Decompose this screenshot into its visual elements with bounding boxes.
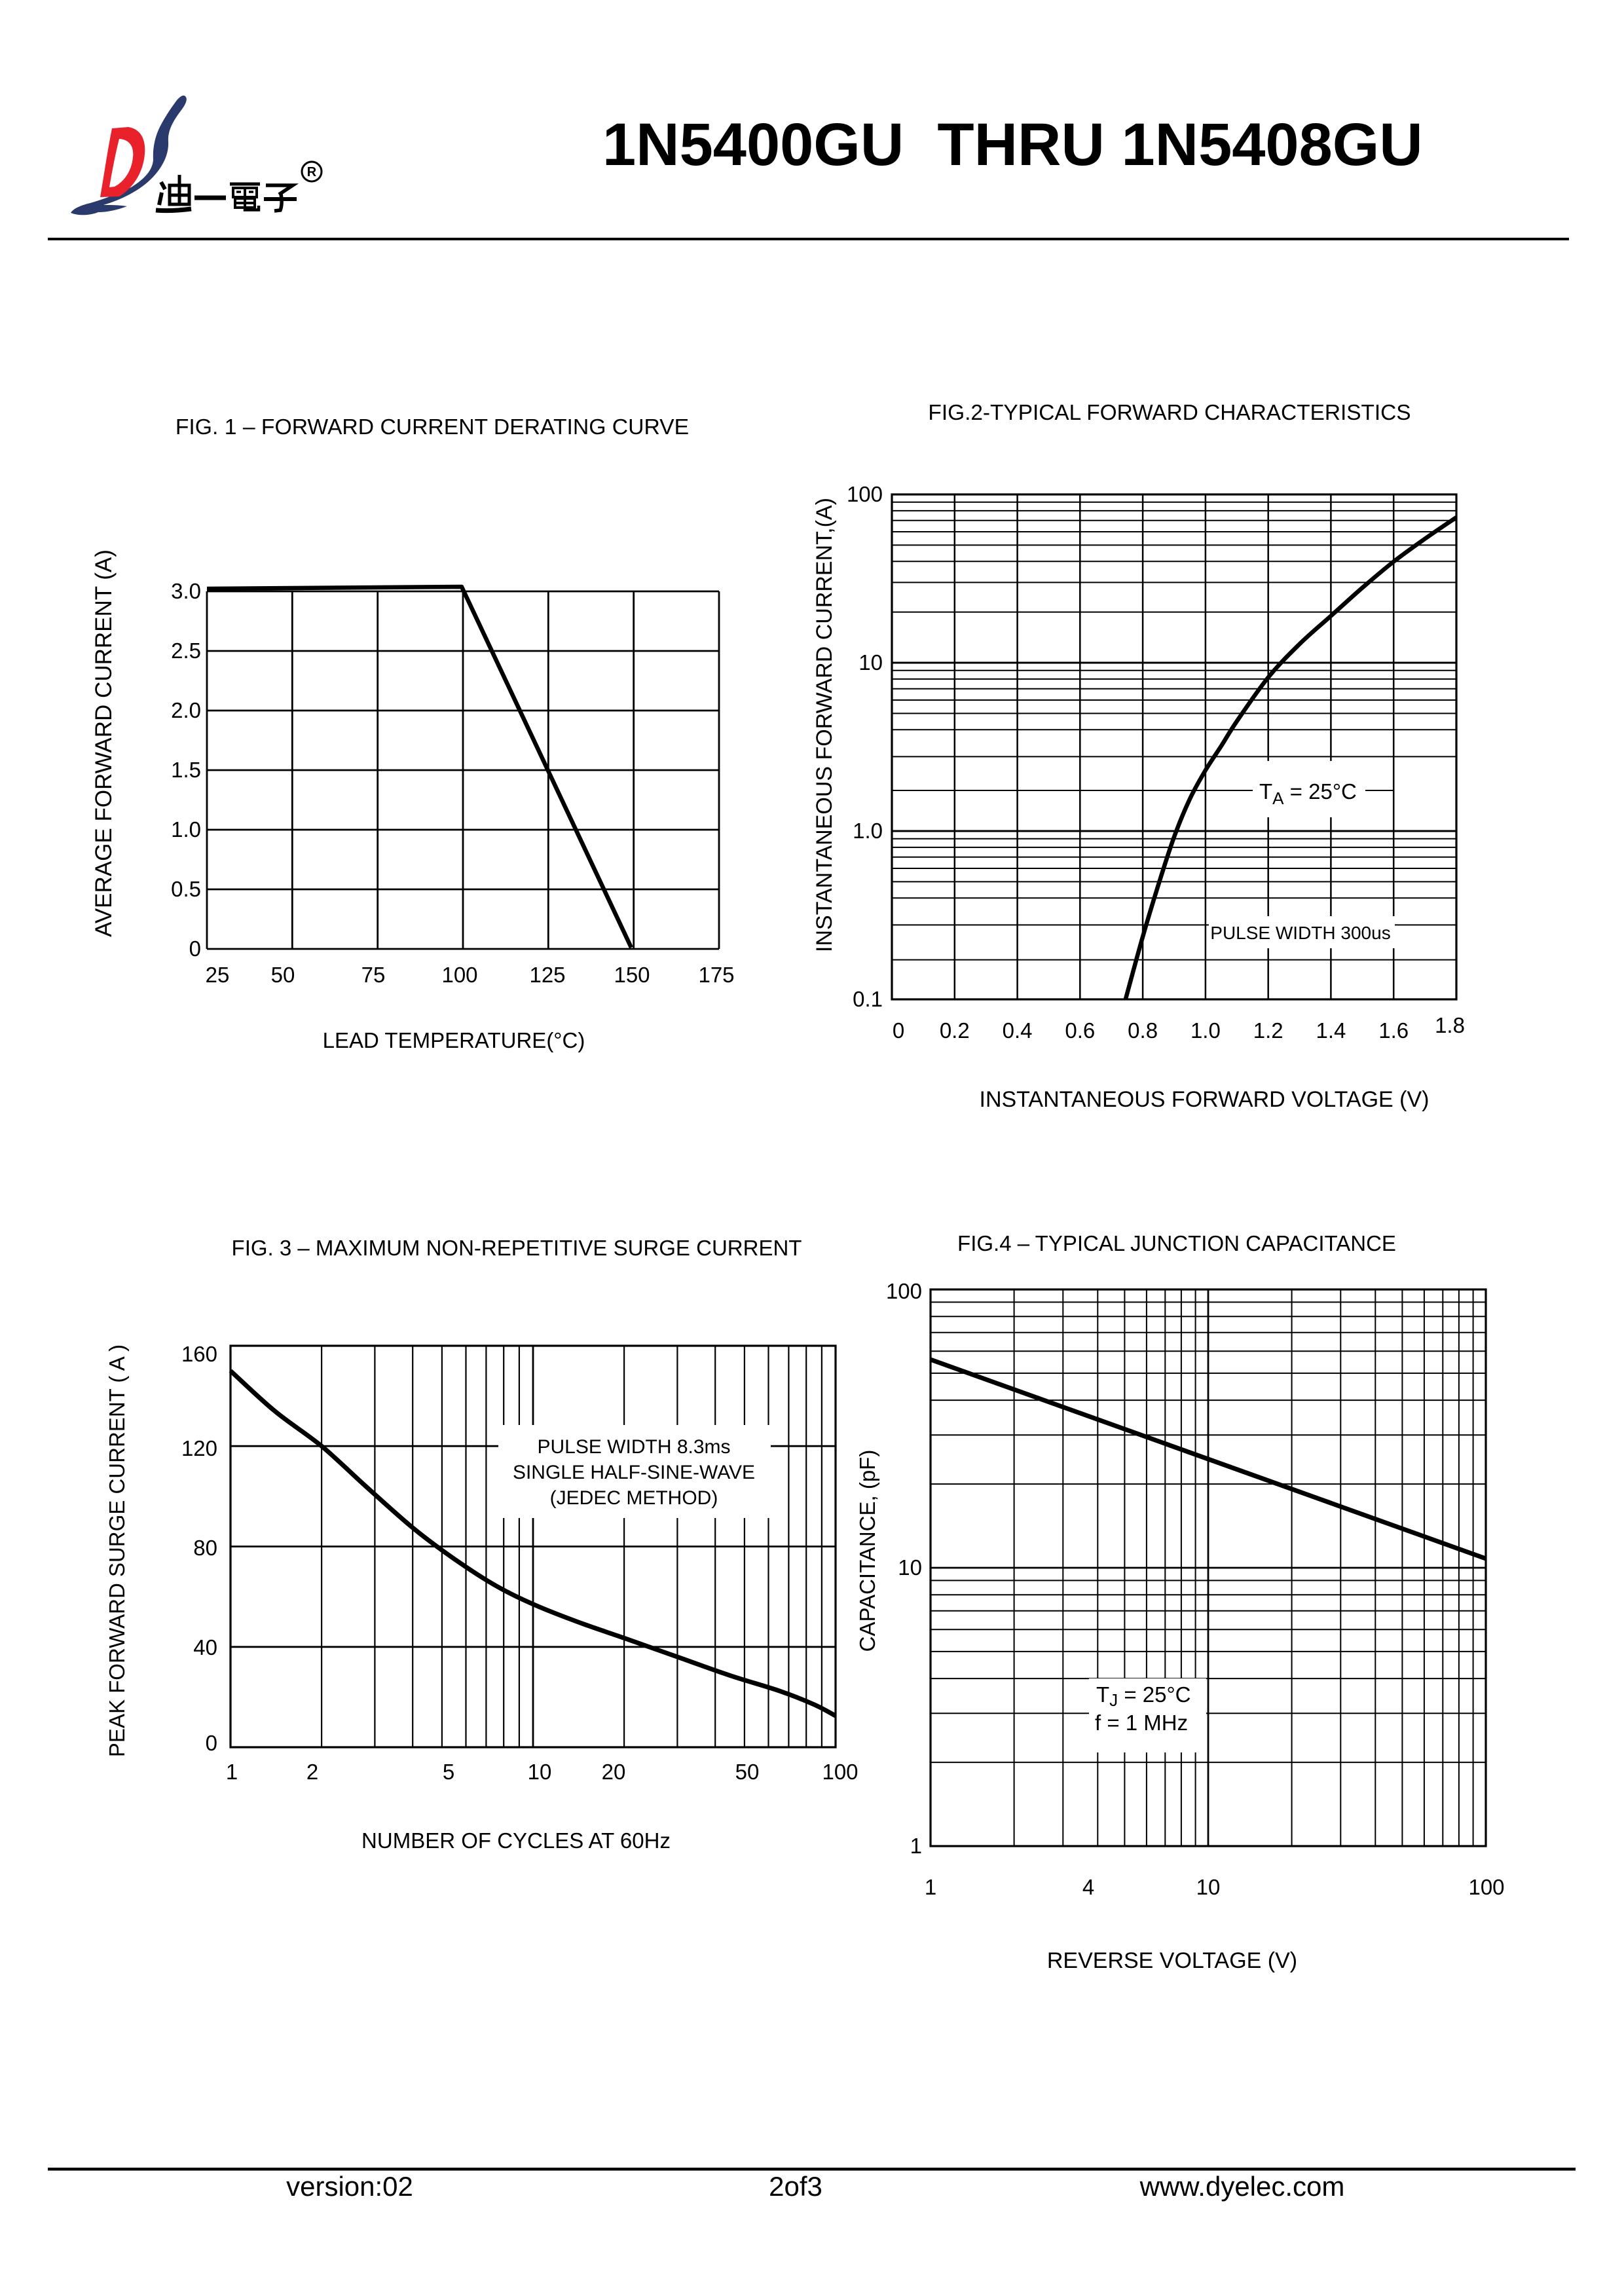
svg-text:1.2: 1.2	[1253, 1018, 1283, 1043]
svg-text:R: R	[307, 165, 317, 179]
svg-text:50: 50	[735, 1760, 760, 1784]
svg-text:125: 125	[529, 963, 565, 987]
svg-text:100: 100	[441, 963, 477, 987]
svg-text:0: 0	[189, 936, 201, 961]
svg-text:1.0: 1.0	[1190, 1018, 1221, 1043]
svg-text:120: 120	[181, 1436, 217, 1460]
svg-text:10: 10	[858, 650, 883, 675]
svg-text:version:02: version:02	[286, 2171, 413, 2202]
svg-text:1.4: 1.4	[1316, 1018, 1346, 1043]
svg-text:PULSE WIDTH 300us: PULSE WIDTH 300us	[1210, 923, 1390, 943]
svg-text:1.0: 1.0	[171, 817, 201, 842]
svg-text:3.0: 3.0	[171, 579, 201, 603]
svg-text:1: 1	[226, 1760, 238, 1784]
svg-text:PULSE WIDTH 8.3ms: PULSE WIDTH 8.3ms	[537, 1436, 730, 1458]
svg-text:NUMBER OF CYCLES AT 60Hz: NUMBER OF CYCLES AT 60Hz	[361, 1828, 671, 1853]
svg-text:0.4: 0.4	[1003, 1018, 1033, 1043]
svg-text:1.5: 1.5	[171, 758, 201, 782]
svg-text:FIG.4 – TYPICAL JUNCTION CAPAC: FIG.4 – TYPICAL JUNCTION CAPACITANCE	[957, 1231, 1396, 1255]
svg-text:100: 100	[1468, 1875, 1504, 1899]
svg-text:20: 20	[602, 1760, 626, 1784]
svg-text:10: 10	[898, 1555, 922, 1580]
svg-text:f = 1 MHz: f = 1 MHz	[1095, 1711, 1188, 1735]
svg-text:100: 100	[822, 1760, 858, 1784]
svg-text:25: 25	[206, 963, 230, 987]
svg-text:INSTANTANEOUS FORWARD VOLTAGE: INSTANTANEOUS FORWARD VOLTAGE (V)	[980, 1087, 1430, 1112]
svg-text:75: 75	[361, 963, 386, 987]
svg-text:40: 40	[193, 1635, 217, 1659]
svg-text:REVERSE VOLTAGE (V): REVERSE VOLTAGE (V)	[1047, 1948, 1297, 1973]
svg-text:160: 160	[181, 1342, 217, 1366]
svg-text:10: 10	[1196, 1875, 1221, 1899]
svg-text:0: 0	[893, 1018, 904, 1043]
svg-text:1N5400GU THRU 1N5408GU: 1N5400GU THRU 1N5408GU	[602, 111, 1423, 178]
svg-text:0.2: 0.2	[940, 1018, 970, 1043]
svg-text:2of3: 2of3	[769, 2171, 822, 2202]
svg-text:CAPACITANCE, (pF): CAPACITANCE, (pF)	[855, 1450, 879, 1652]
svg-text:0.8: 0.8	[1128, 1018, 1158, 1043]
svg-text:FIG.2-TYPICAL FORWARD CHARACTE: FIG.2-TYPICAL FORWARD CHARACTERISTICS	[928, 401, 1411, 425]
svg-text:150: 150	[614, 963, 650, 987]
svg-text:www.dyelec.com: www.dyelec.com	[1139, 2171, 1345, 2202]
svg-text:FIG. 1 – FORWARD CURRENT DERAT: FIG. 1 – FORWARD CURRENT DERATING CURVE	[175, 415, 689, 439]
svg-text:0: 0	[206, 1731, 217, 1755]
svg-text:0.5: 0.5	[171, 877, 201, 901]
svg-text:2.5: 2.5	[171, 639, 201, 663]
svg-text:50: 50	[271, 963, 295, 987]
svg-text:AVERAGE FORWARD CURRENT (A): AVERAGE FORWARD CURRENT (A)	[91, 549, 117, 937]
svg-text:2: 2	[306, 1760, 318, 1784]
svg-text:175: 175	[698, 963, 734, 987]
svg-text:10: 10	[528, 1760, 552, 1784]
svg-text:1.0: 1.0	[853, 819, 883, 843]
svg-text:100: 100	[886, 1279, 922, 1303]
svg-text:SINGLE HALF-SINE-WAVE: SINGLE HALF-SINE-WAVE	[513, 1462, 755, 1483]
svg-text:100: 100	[847, 482, 883, 506]
svg-text:1: 1	[925, 1875, 936, 1899]
svg-text:0.6: 0.6	[1065, 1018, 1095, 1043]
svg-text:1.6: 1.6	[1378, 1018, 1409, 1043]
svg-text:PEAK FORWARD SURGE CURRENT ( A: PEAK FORWARD SURGE CURRENT ( A )	[105, 1344, 129, 1757]
svg-text:1.8: 1.8	[1435, 1013, 1465, 1037]
svg-text:1: 1	[910, 1834, 922, 1858]
svg-text:80: 80	[193, 1536, 217, 1560]
svg-text:5: 5	[443, 1760, 454, 1784]
svg-text:0.1: 0.1	[853, 987, 883, 1011]
svg-text:2.0: 2.0	[171, 698, 201, 722]
svg-text:FIG. 3 – MAXIMUM NON-REPETITIV: FIG. 3 – MAXIMUM NON-REPETITIVE SURGE CU…	[232, 1236, 802, 1260]
svg-text:INSTANTANEOUS FORWARD CURRENT,: INSTANTANEOUS FORWARD CURRENT,(A)	[812, 498, 837, 952]
svg-text:(JEDEC METHOD): (JEDEC METHOD)	[550, 1487, 718, 1509]
svg-text:4: 4	[1082, 1875, 1094, 1899]
svg-text:LEAD TEMPERATURE(°C): LEAD TEMPERATURE(°C)	[323, 1028, 585, 1052]
